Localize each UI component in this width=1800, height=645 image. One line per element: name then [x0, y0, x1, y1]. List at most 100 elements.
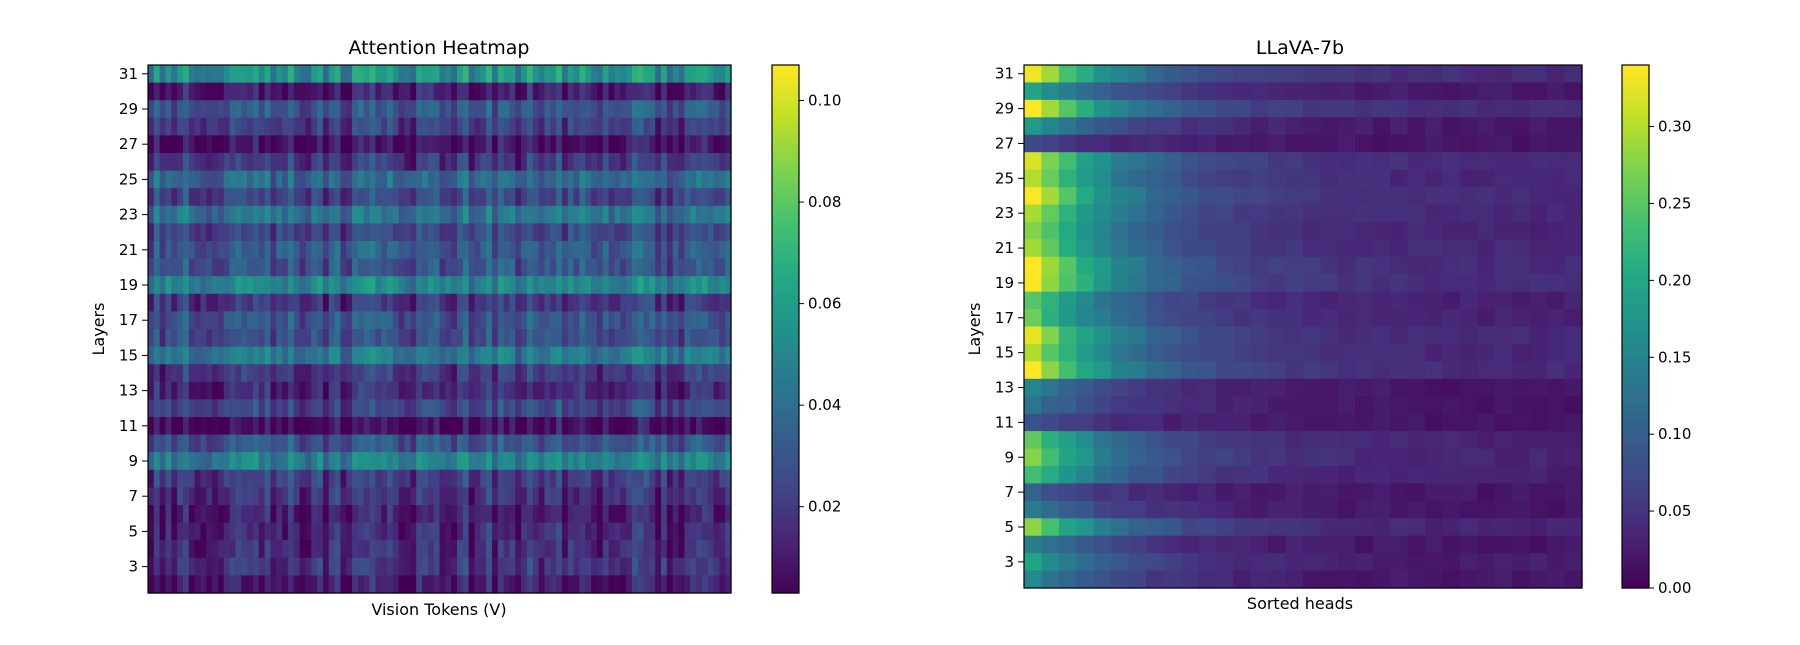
heatmap-cell	[1233, 361, 1252, 380]
heatmap-cell	[1024, 256, 1043, 275]
heatmap-cell	[1477, 187, 1496, 206]
heatmap-cell	[194, 311, 202, 330]
heatmap-cell	[1198, 204, 1217, 223]
colorbar-segment	[1622, 274, 1649, 280]
heatmap-cell	[561, 505, 569, 524]
heatmap-cell	[1024, 99, 1043, 118]
heatmap-cell	[357, 505, 365, 524]
heatmap-cell	[614, 170, 621, 189]
heatmap-cell	[1390, 326, 1409, 345]
heatmap-cell	[1268, 274, 1287, 293]
heatmap-cell	[521, 205, 528, 224]
heatmap-cell	[206, 153, 213, 172]
heatmap-cell	[1547, 535, 1566, 554]
colorbar-segment	[1622, 348, 1649, 354]
heatmap-cell	[1390, 82, 1409, 101]
heatmap-cell	[1390, 396, 1409, 415]
heatmap-cell	[1076, 82, 1095, 101]
heatmap-cell	[177, 434, 184, 453]
heatmap-cell	[1076, 413, 1095, 432]
heatmap-cell	[165, 346, 172, 365]
heatmap-cell	[474, 487, 481, 506]
heatmap-cell	[591, 364, 598, 383]
colorbar-segment	[1622, 413, 1649, 419]
heatmap-cell	[270, 188, 277, 207]
heatmap-cell	[573, 399, 581, 418]
colorbar-segment	[772, 307, 799, 312]
heatmap-cell	[1512, 413, 1531, 432]
heatmap-cell	[1268, 500, 1287, 519]
heatmap-cell	[719, 205, 726, 224]
heatmap-cell	[608, 276, 615, 295]
heatmap-cell	[1390, 256, 1409, 275]
heatmap-cell	[241, 469, 248, 488]
heatmap-cell	[369, 188, 376, 207]
heatmap-cell	[579, 135, 586, 154]
heatmap-cell	[573, 434, 581, 453]
heatmap-cell	[1058, 413, 1077, 432]
heatmap-cell	[1355, 326, 1374, 345]
heatmap-cell	[206, 522, 213, 541]
heatmap-cell	[556, 241, 563, 260]
heatmap-cell	[387, 170, 394, 189]
heatmap-cell	[212, 381, 219, 400]
heatmap-cell	[1215, 117, 1234, 136]
heatmap-cell	[1093, 378, 1112, 397]
heatmap-cell	[631, 575, 639, 594]
heatmap-cell	[462, 205, 470, 224]
heatmap-cell	[1198, 309, 1217, 328]
heatmap-cell	[282, 346, 289, 365]
heatmap-cell	[719, 276, 726, 295]
heatmap-cell	[503, 469, 511, 488]
heatmap-cell	[521, 364, 528, 383]
colorbar-tick-label: 0.10	[1658, 425, 1691, 443]
heatmap-cell	[585, 311, 592, 330]
heatmap-cell	[596, 135, 604, 154]
colorbar-segment	[772, 87, 799, 92]
heatmap-cell	[1128, 204, 1147, 223]
heatmap-cell	[369, 329, 376, 348]
heatmap-cell	[200, 311, 207, 330]
heatmap-cell	[550, 452, 557, 471]
heatmap-cell	[491, 188, 499, 207]
heatmap-cell	[311, 505, 318, 524]
heatmap-cell	[375, 311, 382, 330]
heatmap-cell	[357, 540, 365, 559]
heatmap-cell	[1477, 204, 1496, 223]
heatmap-cell	[1180, 343, 1199, 362]
heatmap-cell	[573, 276, 581, 295]
heatmap-cell	[1512, 431, 1531, 450]
heatmap-cell	[544, 417, 551, 436]
heatmap-cell	[1459, 343, 1478, 362]
colorbar-segment	[1622, 330, 1649, 336]
heatmap-cell	[526, 100, 534, 119]
heatmap-cell	[672, 452, 680, 471]
heatmap-cell	[1163, 291, 1182, 310]
heatmap-cell	[1355, 65, 1374, 84]
heatmap-cell	[521, 65, 528, 84]
heatmap-cell	[1111, 169, 1130, 188]
heatmap-cell	[305, 487, 312, 506]
heatmap-cell	[1477, 396, 1496, 415]
heatmap-cell	[1512, 396, 1531, 415]
heatmap-cell	[468, 311, 476, 330]
heatmap-cell	[451, 100, 458, 119]
heatmap-cell	[212, 452, 219, 471]
heatmap-cell	[212, 205, 219, 224]
heatmap-cell	[456, 417, 464, 436]
heatmap-cell	[1355, 309, 1374, 328]
heatmap-cell	[387, 469, 394, 488]
heatmap-cell	[287, 505, 295, 524]
heatmap-cell	[503, 399, 511, 418]
heatmap-cell	[1146, 239, 1165, 258]
heatmap-cell	[217, 65, 225, 84]
heatmap-cell	[422, 65, 429, 84]
heatmap-cell	[1337, 99, 1356, 118]
heatmap-cell	[1564, 274, 1583, 293]
heatmap-cell	[346, 469, 353, 488]
heatmap-cell	[427, 311, 435, 330]
heatmap-cell	[1477, 169, 1496, 188]
heatmap-cell	[229, 329, 237, 348]
heatmap-cell	[1146, 204, 1165, 223]
heatmap-cell	[322, 540, 330, 559]
